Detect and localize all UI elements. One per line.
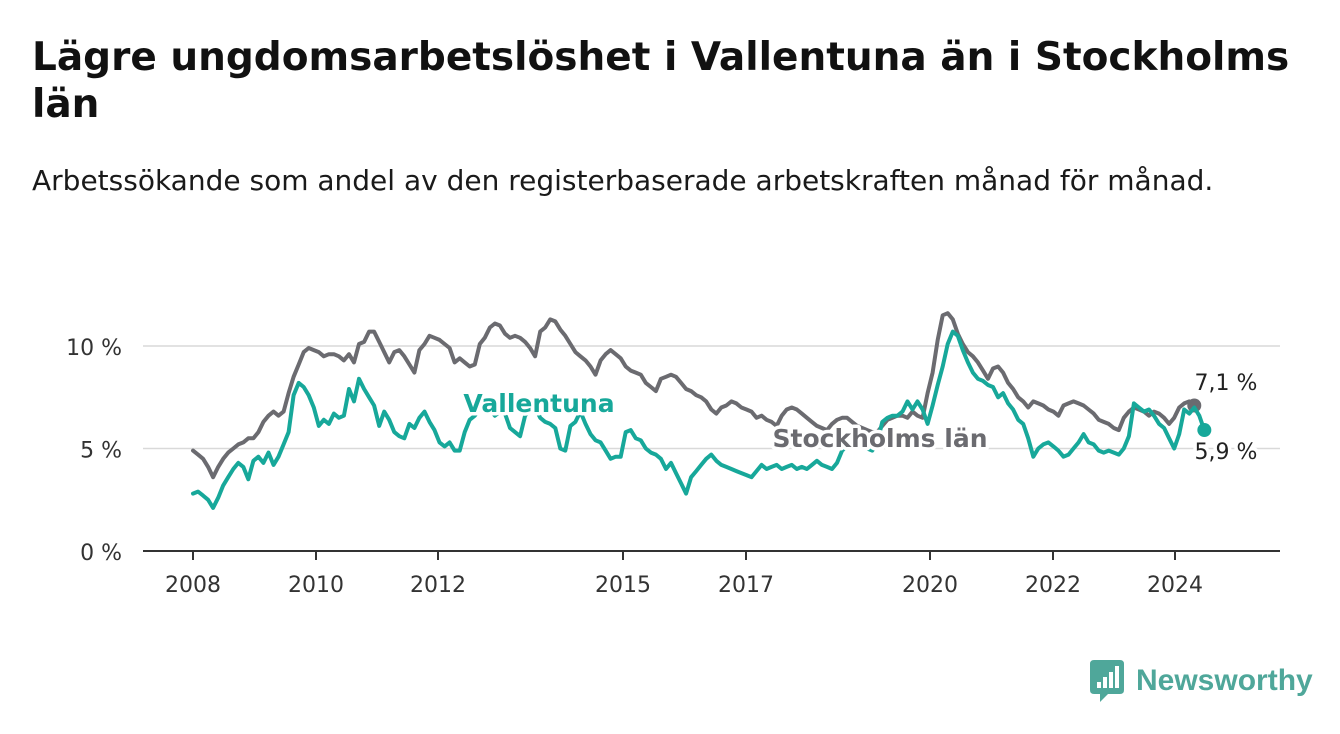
chart-title: Lägre ungdomsarbetslöshet i Vallentuna ä… — [32, 35, 1290, 127]
y-tick-label: 5 % — [80, 439, 122, 464]
x-tick-label: 2017 — [718, 573, 774, 598]
x-tick-label: 2022 — [1025, 573, 1081, 598]
series-label-vallentuna: Vallentuna — [463, 389, 614, 418]
brand-name: Newsworthy — [1136, 664, 1313, 697]
x-tick-label: 2020 — [902, 573, 958, 598]
x-tick-label: 2010 — [288, 573, 344, 598]
y-tick-label: 0 % — [80, 541, 122, 566]
y-tick-label: 10 % — [66, 336, 122, 361]
end-marker-vallentuna — [1197, 423, 1212, 438]
x-tick-label: 2015 — [595, 573, 651, 598]
grid: 0 % 5 % 10 % — [66, 336, 1280, 566]
series-line-stockholms-l-n — [191, 311, 1197, 480]
series-label-stockholms-lan: Stockholms län — [773, 424, 988, 453]
end-label-vallentuna: 5,9 % — [1195, 440, 1258, 465]
x-tick-label: 2008 — [165, 573, 221, 598]
x-tick-label: 2024 — [1147, 573, 1203, 598]
series-line-vallentuna — [191, 329, 1207, 510]
newsworthy-logo-icon — [1090, 660, 1124, 702]
chart-subtitle: Arbetssökande som andel av den registerb… — [32, 164, 1214, 197]
x-axis: 2008 2010 2012 2015 2017 2020 2022 2024 — [143, 550, 1280, 598]
end-label-stockholm: 7,1 % — [1195, 371, 1258, 396]
newsworthy-logo: Newsworthy — [1088, 660, 1313, 702]
series-lines — [191, 311, 1212, 510]
series-labels: Vallentuna Stockholms län 7,1 % 5,9 % — [460, 368, 1261, 469]
x-tick-label: 2012 — [410, 573, 466, 598]
